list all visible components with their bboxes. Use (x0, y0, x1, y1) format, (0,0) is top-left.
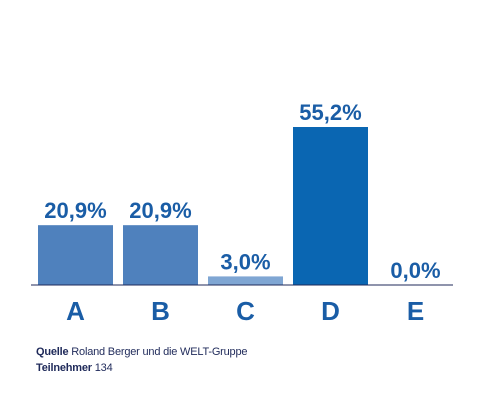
category-label-b: B (151, 296, 170, 326)
bar-b (123, 225, 198, 285)
bar-a (38, 225, 113, 285)
value-label-e: 0,0% (390, 258, 440, 283)
source-text: Roland Berger und die WELT-Gruppe (71, 346, 248, 358)
bars-layer (38, 127, 368, 285)
value-label-c: 3,0% (220, 249, 270, 274)
bar-d (293, 127, 368, 285)
value-labels-layer: 20,9% 20,9% 3,0% 55,2% 0,0% (44, 100, 440, 283)
value-label-d: 55,2% (299, 100, 361, 125)
participants-count: 134 (94, 362, 113, 374)
category-label-a: A (66, 296, 85, 326)
value-label-a: 20,9% (44, 198, 106, 223)
value-label-b: 20,9% (129, 198, 191, 223)
participants-note: Teilnehmer 134 (36, 362, 113, 374)
category-label-c: C (236, 296, 255, 326)
bar-c (208, 276, 283, 285)
source-note: Quelle Roland Berger und die WELT-Gruppe (36, 346, 248, 358)
source-label: Quelle (36, 346, 69, 358)
participants-label: Teilnehmer (36, 362, 92, 374)
category-label-e: E (407, 296, 424, 326)
category-label-d: D (321, 296, 340, 326)
category-labels-layer: A B C D E (66, 296, 424, 326)
